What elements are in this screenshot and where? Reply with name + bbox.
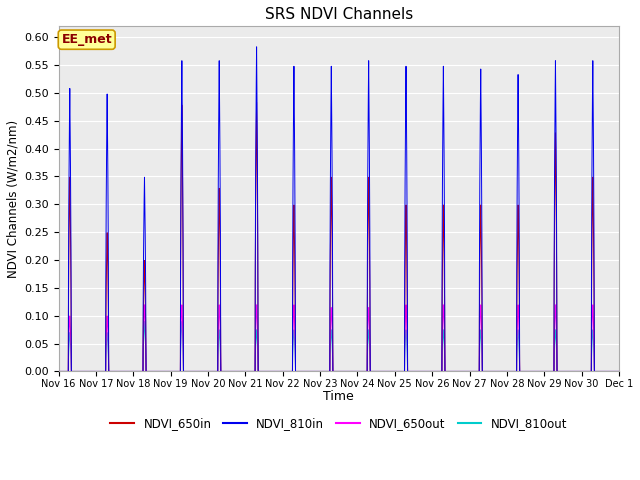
Text: EE_met: EE_met xyxy=(61,33,112,46)
Legend: NDVI_650in, NDVI_810in, NDVI_650out, NDVI_810out: NDVI_650in, NDVI_810in, NDVI_650out, NDV… xyxy=(106,412,572,435)
X-axis label: Time: Time xyxy=(323,390,354,404)
Title: SRS NDVI Channels: SRS NDVI Channels xyxy=(264,7,413,22)
Y-axis label: NDVI Channels (W/m2/nm): NDVI Channels (W/m2/nm) xyxy=(7,120,20,278)
